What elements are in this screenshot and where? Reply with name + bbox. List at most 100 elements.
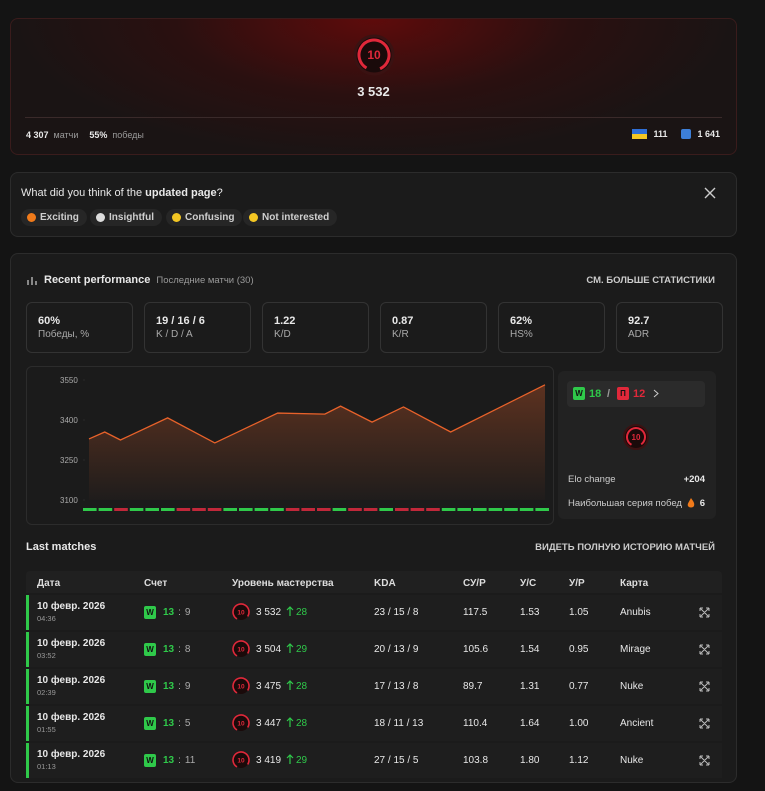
- page: Profile { "profile": {"level": "10", "el…: [10, 18, 737, 783]
- stat-label: K/D: [274, 329, 291, 340]
- wins-label: W: [573, 387, 585, 400]
- elo-chart: 3550 3400 3250 3100: [26, 366, 554, 525]
- score-separator: :: [178, 755, 181, 766]
- match-row[interactable]: 10 февр. 2026 01:13 W 13:11 10 3 419 29 27 / 15…: [26, 743, 722, 778]
- match-elo: 3 447: [256, 718, 282, 729]
- stat-value: 1.22: [274, 315, 296, 327]
- match-date: 10 февр. 2026: [37, 675, 106, 686]
- stat-box: 60% Победы, %: [26, 302, 133, 353]
- stat-label: HS%: [510, 329, 533, 340]
- region-rank: 1 641: [697, 129, 720, 139]
- column-header: У/С: [520, 578, 537, 589]
- result-segment: [348, 508, 362, 511]
- match-row[interactable]: 10 февр. 2026 02:39 W 13:9 10 3 475 28 17 / 13 …: [26, 669, 722, 704]
- result-segment: [363, 508, 378, 511]
- match-kr: 0.95: [569, 644, 589, 655]
- feedback-option[interactable]: Confusing: [166, 209, 243, 226]
- match-map: Nuke: [620, 755, 644, 766]
- column-header: СУ/Р: [463, 578, 486, 589]
- match-details-icon[interactable]: [699, 644, 710, 655]
- level-badge: 10: [232, 677, 250, 695]
- score-separator: :: [178, 681, 181, 692]
- table-header: Дата Счет Уровень мастерства KDA СУ/Р У/С У/Р К…: [26, 571, 722, 593]
- column-header: Карта: [620, 578, 649, 589]
- badge-level: 10: [237, 647, 245, 654]
- result-segment: [535, 508, 549, 511]
- summary-level: 10: [632, 433, 641, 442]
- match-time: 03:52: [37, 651, 56, 660]
- match-row[interactable]: 10 февр. 2026 03:52 W 13:8 10 3 504 29 20 / 13 …: [26, 632, 722, 667]
- body: 10 3 532 4 307 матчи 55% победы 111 1 64…: [10, 18, 737, 783]
- result-segment: [223, 508, 237, 511]
- match-adr: 105.6: [463, 644, 489, 655]
- feedback-option[interactable]: Insightful: [90, 209, 162, 226]
- result-segment: [410, 508, 425, 511]
- stat-box: 1.22 K/D: [262, 302, 369, 353]
- result-segment: [114, 508, 128, 511]
- match-adr: 103.8: [463, 755, 489, 766]
- close-button[interactable]: [704, 187, 716, 199]
- icon-shape: [699, 718, 710, 729]
- stat-value: 0.87: [392, 315, 414, 327]
- performance-icon: [27, 277, 37, 285]
- y-tick-label: 3400: [60, 416, 78, 425]
- history-link[interactable]: ВИДЕТЬ ПОЛНУЮ ИСТОРИЮ МАТЧЕЙ: [535, 542, 715, 553]
- score-opponent: 11: [184, 755, 196, 766]
- match-result: W: [144, 717, 156, 730]
- result-segment: [488, 508, 503, 511]
- result-segment: [176, 508, 191, 511]
- chevron[interactable]: [653, 389, 659, 398]
- feedback-title-start: What did you think of the: [21, 187, 146, 199]
- stat-box: 62% HS%: [498, 302, 605, 353]
- icon-shape: [699, 755, 710, 766]
- match-details-icon[interactable]: [699, 681, 710, 692]
- losses: 12: [633, 388, 646, 400]
- result-segment: [254, 508, 269, 511]
- match-elo-change: 29: [296, 755, 308, 766]
- elo-arrow: [286, 680, 294, 690]
- stat-label: K / D / A: [156, 329, 193, 340]
- performance-title: Recent performance: [44, 274, 151, 286]
- option-icon: [27, 213, 36, 222]
- match-result: W: [144, 606, 156, 619]
- match-details-icon[interactable]: [699, 607, 710, 618]
- win-loss-box: W 18 / П 12: [567, 381, 705, 407]
- stat-value: 19 / 16 / 6: [156, 315, 205, 327]
- ranks: 111 1 641: [632, 129, 720, 139]
- icon-shape: [699, 607, 710, 618]
- match-elo-change: 28: [296, 681, 308, 692]
- winrate-label: победы: [112, 130, 144, 140]
- option-icon: [96, 213, 105, 222]
- option-label: Not interested: [262, 212, 330, 223]
- matches-table: Дата Счет Уровень мастерства KDA СУ/Р У/С У/Р К…: [26, 571, 722, 791]
- match-kda: 20 / 13 / 9: [374, 644, 419, 655]
- badge-level: 10: [237, 721, 245, 728]
- match-details-icon[interactable]: [699, 718, 710, 729]
- badge-level: 10: [237, 684, 245, 691]
- streak: 6: [699, 498, 705, 509]
- match-score: 13:8: [163, 644, 190, 655]
- profile-stats: 4 307 матчи 55% победы: [26, 130, 144, 140]
- more-stats-link[interactable]: СМ. БОЛЬШЕ СТАТИСТИКИ: [586, 275, 715, 286]
- result-segment: [395, 508, 409, 511]
- match-elo: 3 419: [256, 755, 282, 766]
- match-row[interactable]: 10 февр. 2026 04:36 W 13:9 10 3 532 28 23 / 15 …: [26, 595, 722, 630]
- match-details-icon[interactable]: [699, 755, 710, 766]
- summary-panel: W 18 / П 12 10 Elo change +204 Наибольша…: [558, 371, 716, 519]
- match-map: Ancient: [620, 718, 654, 729]
- match-row[interactable]: 10 февр. 2026 01:55 W 13:5 10 3 447 28 18 / 11 …: [26, 706, 722, 741]
- y-tick-label: 3550: [60, 376, 78, 385]
- performance-header: Recent performance Последние матчи (30): [44, 274, 254, 286]
- result-segment: [83, 508, 97, 511]
- arrow-shape: [286, 717, 294, 727]
- match-kd: 1.53: [520, 607, 540, 618]
- match-kd: 1.80: [520, 755, 540, 766]
- feedback-option[interactable]: Exciting: [21, 209, 87, 226]
- result-segment: [129, 508, 144, 511]
- feedback-option[interactable]: Not interested: [243, 209, 338, 226]
- option-icon: [172, 213, 181, 222]
- match-time: 02:39: [37, 688, 56, 697]
- wins: 18: [589, 388, 602, 400]
- performance-subtitle: Последние матчи (30): [156, 275, 254, 286]
- match-elo-change: 29: [296, 644, 308, 655]
